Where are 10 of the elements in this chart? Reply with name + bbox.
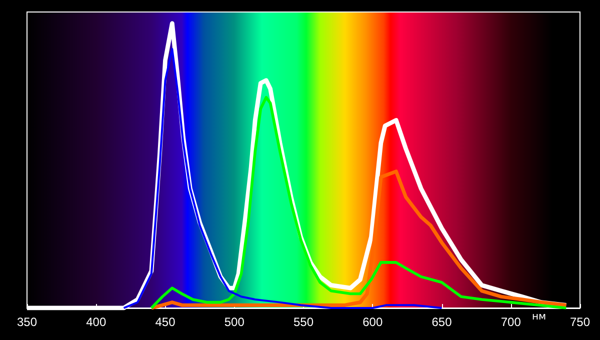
- x-tick-label: 600: [362, 315, 383, 329]
- x-tick-label: 650: [432, 315, 452, 329]
- x-tick-label: 400: [86, 315, 106, 329]
- x-axis-title: нм: [532, 312, 546, 322]
- x-tick-label: 500: [224, 315, 245, 329]
- x-tick-label: 550: [293, 315, 314, 329]
- x-tick-label: 450: [155, 315, 176, 329]
- x-tick-label: 350: [16, 315, 38, 329]
- x-tick-label: 750: [570, 315, 590, 329]
- x-tick-label: 700: [500, 315, 522, 329]
